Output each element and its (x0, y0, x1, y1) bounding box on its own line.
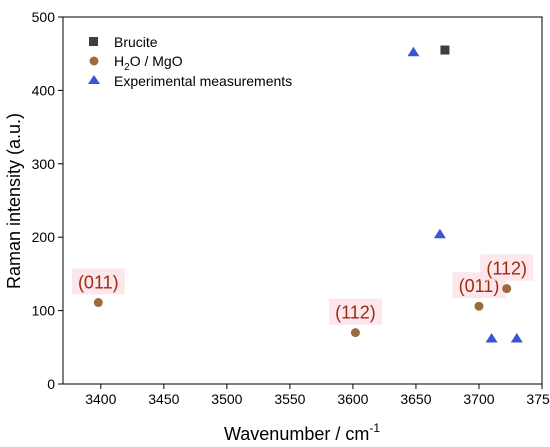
marks-layer (93, 45, 523, 343)
y-tick-label: 0 (47, 376, 55, 392)
y-tick-label: 100 (32, 303, 56, 319)
annotations-layer: (011)(112)(011)(112) (71, 254, 534, 325)
experimental-point (510, 332, 523, 343)
legend-h2o-mgo-marker (89, 56, 99, 66)
x-tick-label: 3400 (85, 391, 116, 407)
annotation-background (328, 298, 382, 325)
y-tick-label: 200 (32, 229, 56, 245)
x-axis-title: Wavenumber / cm-1 (224, 421, 380, 444)
x-tick-label: 3550 (274, 391, 305, 407)
annotation-background (480, 254, 534, 281)
x-tick-label: 3500 (211, 391, 242, 407)
x-tick-label: 3600 (337, 391, 368, 407)
legend-brucite-label: Brucite (114, 34, 158, 50)
y-axis-title: Raman intensity (a.u.) (4, 113, 24, 289)
x-tick-label: 3700 (463, 391, 494, 407)
legend: Brucite H2O / MgO Experimental measureme… (88, 34, 292, 89)
h2o-mgo-point (502, 284, 512, 294)
annotation-label: (112) (486, 259, 527, 279)
x-tick-label: 3650 (400, 391, 431, 407)
y-tick-label: 400 (32, 82, 56, 98)
experimental-point (407, 46, 420, 57)
annotation-label: (112) (335, 303, 376, 323)
h2o-mgo-point (350, 328, 360, 338)
annotation-label: (011) (459, 276, 500, 296)
legend-experimental-label: Experimental measurements (114, 73, 292, 89)
x-axis-title-text: Wavenumber / cm (224, 424, 369, 444)
annotation-background (71, 268, 125, 295)
legend-h2o-mgo-sub: 2 (124, 62, 130, 73)
legend-h2o-mgo-label: H2O / MgO (114, 53, 183, 73)
experimental-point (485, 332, 498, 343)
brucite-point (440, 45, 450, 55)
legend-h2o-mgo-base: H (114, 53, 124, 69)
annotation-label: (011) (78, 273, 119, 293)
plot-frame (62, 16, 543, 385)
x-axis-title-sup: -1 (369, 421, 380, 435)
y-tick-label: 500 (32, 9, 56, 25)
legend-brucite-marker (89, 37, 98, 46)
y-tick-label: 300 (32, 156, 56, 172)
experimental-point (433, 228, 446, 239)
h2o-mgo-point (93, 298, 103, 308)
legend-h2o-mgo-rest: O / MgO (130, 53, 183, 69)
x-tick-label: 3450 (148, 391, 179, 407)
h2o-mgo-point (474, 301, 484, 311)
legend-experimental-marker (88, 75, 100, 84)
